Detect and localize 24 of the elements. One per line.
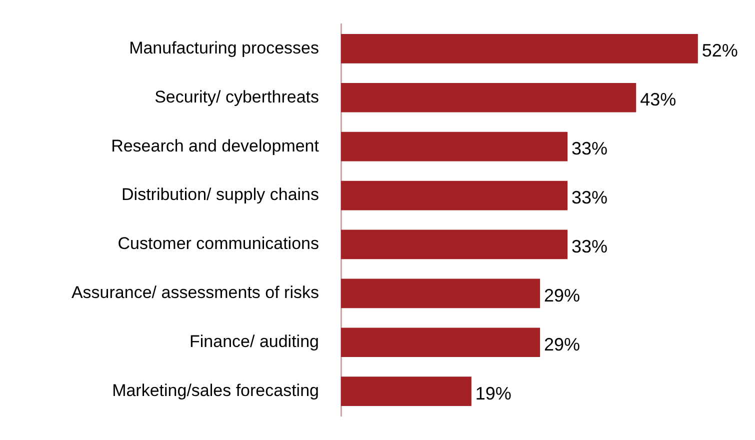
bar xyxy=(341,34,698,64)
bar xyxy=(341,180,568,210)
data-label: 33% xyxy=(571,138,608,159)
data-label: 29% xyxy=(544,334,580,354)
bar xyxy=(341,376,472,406)
y-tick-label: Assurance/ assessments of risks xyxy=(71,283,319,302)
y-tick-label: Marketing/sales forecasting xyxy=(112,381,319,400)
y-tick-label: Finance/ auditing xyxy=(190,332,319,352)
data-label: 52% xyxy=(702,40,738,61)
data-label: 43% xyxy=(640,90,676,110)
bar xyxy=(341,278,540,308)
bar xyxy=(341,132,568,162)
y-tick-label: Security/ cyberthreats xyxy=(154,87,319,106)
data-label: 33% xyxy=(571,187,608,208)
y-tick-label: Manufacturing processes xyxy=(129,38,319,58)
bar xyxy=(341,328,540,358)
bar xyxy=(341,230,568,260)
data-label: 19% xyxy=(475,383,512,404)
bar xyxy=(341,82,636,112)
y-tick-label: Customer communications xyxy=(118,234,319,254)
y-tick-label: Distribution/ supply chains xyxy=(122,185,319,204)
data-label: 33% xyxy=(571,236,608,256)
data-label: 29% xyxy=(544,285,580,306)
y-tick-label: Research and development xyxy=(111,136,320,156)
